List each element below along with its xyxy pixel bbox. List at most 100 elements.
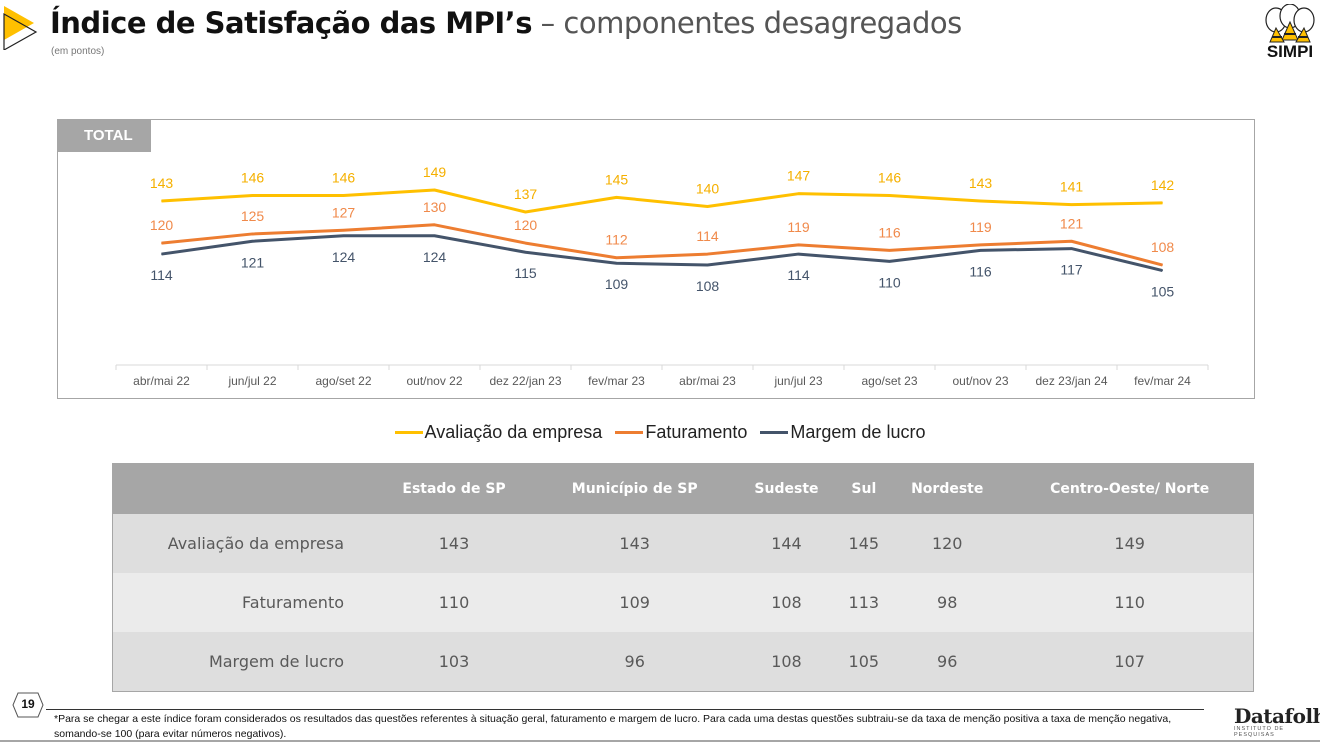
data-label: 108	[696, 278, 720, 294]
data-point	[1162, 202, 1163, 204]
row-label: Avaliação da empresa	[112, 514, 372, 573]
data-point	[980, 249, 981, 251]
data-point	[1162, 270, 1163, 272]
row-label: Margem de lucro	[112, 632, 372, 692]
data-label: 109	[605, 276, 629, 292]
column-header: Município de SP	[536, 463, 734, 514]
data-point	[434, 224, 435, 226]
x-tick-label: out/nov 22	[406, 374, 462, 388]
page-subtitle: (em pontos)	[51, 46, 105, 57]
chart-container: TOTAL abr/mai 22 jun/jul 22 ago/set 22 out/…	[57, 119, 1255, 399]
x-tick-label: fev/mar 23	[588, 374, 645, 388]
legend-swatch	[615, 431, 644, 434]
x-tick-label: ago/set 22	[315, 374, 371, 388]
data-label: 147	[787, 168, 811, 184]
data-point	[1071, 204, 1072, 206]
column-header: Nordeste	[888, 463, 1007, 514]
legend-label: Faturamento	[645, 422, 748, 442]
data-point	[252, 240, 253, 242]
series-line-1	[161, 223, 1163, 267]
data-point	[616, 262, 617, 264]
table-cell: 107	[1006, 632, 1254, 692]
data-point	[252, 233, 253, 235]
table-cell: 96	[888, 632, 1007, 692]
table-row: Faturamento 110 109 108 113 98 110	[112, 573, 1254, 632]
data-label: 114	[787, 267, 810, 283]
table-cell: 105	[839, 632, 889, 692]
table-cell: 113	[839, 573, 889, 632]
table-cell: 120	[888, 514, 1007, 573]
table-cell: 103	[372, 632, 537, 692]
data-label: 124	[332, 249, 356, 265]
data-label: 116	[878, 224, 901, 240]
data-label: 125	[241, 208, 265, 224]
data-label: 130	[423, 199, 447, 215]
data-point	[434, 189, 435, 191]
table-row: Avaliação da empresa 143 143 144 145 120…	[112, 514, 1254, 573]
table-cell: 110	[372, 573, 537, 632]
x-tick-label: abr/mai 22	[133, 374, 190, 388]
data-point	[525, 251, 526, 253]
column-header	[112, 463, 372, 514]
data-point	[343, 195, 344, 197]
data-label: 143	[969, 175, 993, 191]
x-tick-label: dez 22/jan 23	[489, 374, 561, 388]
data-label: 121	[241, 254, 265, 270]
regional-table: Estado de SP Município de SP Sudeste Sul…	[112, 463, 1254, 692]
data-point	[707, 253, 708, 255]
data-label: 140	[696, 180, 720, 196]
data-point	[798, 193, 799, 195]
data-label: 142	[1151, 177, 1175, 193]
data-label: 120	[514, 217, 538, 233]
datafolha-name: Datafolha	[1234, 704, 1320, 728]
data-point	[798, 253, 799, 255]
data-point	[616, 196, 617, 198]
page-title-main: Índice de Satisfação das MPI’s	[50, 6, 532, 40]
data-label: 112	[605, 232, 628, 248]
data-label: 146	[332, 170, 356, 186]
bottom-divider	[0, 740, 1320, 742]
x-tick-label: out/nov 23	[952, 374, 1008, 388]
table-cell: 143	[372, 514, 537, 573]
arrow-bullet-icon	[3, 6, 38, 50]
table-cell: 110	[1006, 573, 1254, 632]
data-label: 114	[696, 228, 719, 244]
table-cell: 143	[536, 514, 734, 573]
data-point	[1071, 248, 1072, 250]
data-point	[889, 260, 890, 262]
data-label: 149	[423, 164, 447, 180]
data-point	[616, 257, 617, 259]
data-point	[252, 195, 253, 197]
simpi-logo: SIMPI	[1262, 3, 1318, 62]
data-label: 137	[514, 186, 538, 202]
table-cell: 109	[536, 573, 734, 632]
column-header: Estado de SP	[372, 463, 537, 514]
table-cell: 144	[733, 514, 840, 573]
footnote: *Para se chegar a este índice foram cons…	[54, 713, 1172, 740]
series-line-0	[161, 188, 1163, 214]
page-title-suffix: – componentes desagregados	[531, 6, 963, 40]
data-label: 146	[241, 170, 265, 186]
legend-label: Avaliação da empresa	[424, 422, 603, 442]
table-cell: 108	[733, 573, 840, 632]
table-header-row: Estado de SP Município de SP Sudeste Sul…	[112, 463, 1254, 514]
data-label: 143	[150, 175, 174, 191]
column-header: Sudeste	[733, 463, 840, 514]
row-label: Faturamento	[112, 573, 372, 632]
footer-divider	[46, 709, 1204, 710]
table-cell: 149	[1006, 514, 1254, 573]
x-tick-label: ago/set 23	[861, 374, 917, 388]
data-label: 120	[150, 217, 174, 233]
bee-logo-icon	[1265, 3, 1315, 43]
table-cell: 98	[888, 573, 1007, 632]
legend-swatch	[394, 431, 423, 434]
chart-legend: Avaliação da empresa Faturamento Margem …	[0, 418, 1320, 443]
data-label: 110	[878, 274, 901, 290]
column-header: Centro-Oeste/ Norte	[1006, 463, 1254, 514]
data-point	[889, 249, 890, 251]
data-label: 108	[1151, 239, 1175, 255]
table-cell: 96	[536, 632, 734, 692]
data-label: 119	[969, 219, 992, 235]
series-line-2	[161, 234, 1163, 272]
column-header: Sul	[839, 463, 889, 514]
